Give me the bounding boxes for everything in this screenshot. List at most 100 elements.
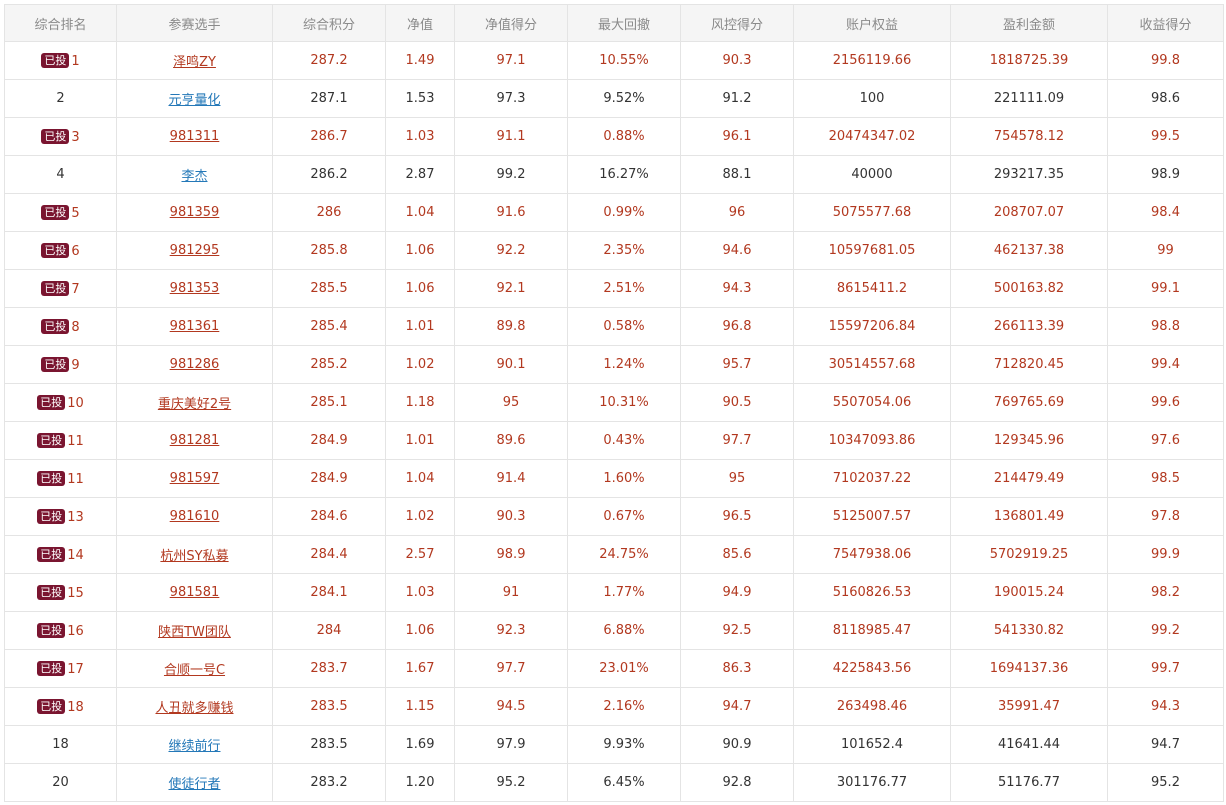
invested-badge: 已投: [37, 470, 66, 486]
header-risk-score[interactable]: 风控得分: [680, 4, 794, 42]
max-drawdown-cell: 0.88%: [567, 117, 681, 156]
player-link[interactable]: 合顺一号C: [163, 663, 226, 678]
risk-score-cell: 88.1: [680, 155, 794, 194]
return-score-cell: 98.5: [1107, 459, 1224, 498]
profit-cell: 769765.69: [950, 383, 1108, 422]
max-drawdown-cell: 2.35%: [567, 231, 681, 270]
player-cell: 杭州SY私募: [116, 535, 273, 574]
invested-badge: 已投: [37, 584, 66, 600]
profit-cell: 293217.35: [950, 155, 1108, 194]
table-row: 已投 9 981286 285.2 1.02 90.1 1.24% 95.7 30514557.…: [4, 345, 1224, 384]
header-max-drawdown[interactable]: 最大回撤: [567, 4, 681, 42]
rank-cell: 已投 11: [4, 421, 117, 460]
table-row: 已投 10 重庆美好2号 285.1 1.18 95 10.31% 90.5 5507054.0…: [4, 383, 1224, 422]
player-cell: 981610: [116, 497, 273, 536]
invested-badge: 已投: [37, 394, 66, 410]
nav-score-cell: 95: [454, 383, 568, 422]
table-row: 已投 7 981353 285.5 1.06 92.1 2.51% 94.3 8615411.2…: [4, 269, 1224, 308]
player-link[interactable]: 继续前行: [168, 739, 221, 754]
risk-score-cell: 94.3: [680, 269, 794, 308]
header-profit[interactable]: 盈利金额: [950, 4, 1108, 42]
player-link[interactable]: 重庆美好2号: [157, 397, 232, 412]
player-link[interactable]: 981581: [169, 585, 220, 600]
player-link[interactable]: 981286: [169, 357, 220, 372]
header-rank[interactable]: 综合排名: [4, 4, 117, 42]
score-cell: 287.2: [272, 41, 386, 80]
risk-score-cell: 95.7: [680, 345, 794, 384]
table-row: 2 元亨量化 287.1 1.53 97.3 9.52% 91.2 100 221111.09 9…: [4, 79, 1224, 118]
risk-score-cell: 94.9: [680, 573, 794, 612]
invested-badge: 已投: [37, 622, 66, 638]
nav-cell: 1.53: [385, 79, 455, 118]
nav-score-cell: 92.3: [454, 611, 568, 650]
header-nav-score[interactable]: 净值得分: [454, 4, 568, 42]
table-body: 已投 1 泽鸣ZY 287.2 1.49 97.1 10.55% 90.3 2156119.66…: [4, 41, 1224, 802]
nav-cell: 1.02: [385, 345, 455, 384]
rank-cell: 已投 6: [4, 231, 117, 270]
max-drawdown-cell: 10.55%: [567, 41, 681, 80]
nav-cell: 2.87: [385, 155, 455, 194]
player-cell: 元亨量化: [116, 79, 273, 118]
player-link[interactable]: 981610: [169, 509, 220, 524]
rank-value: 13: [67, 509, 84, 525]
profit-cell: 221111.09: [950, 79, 1108, 118]
player-cell: 981286: [116, 345, 273, 384]
rank-value: 18: [52, 737, 69, 752]
profit-cell: 214479.49: [950, 459, 1108, 498]
nav-score-cell: 89.8: [454, 307, 568, 346]
player-link[interactable]: 使徒行者: [168, 777, 221, 792]
profit-cell: 136801.49: [950, 497, 1108, 536]
header-nav[interactable]: 净值: [385, 4, 455, 42]
score-cell: 284.1: [272, 573, 386, 612]
profit-cell: 41641.44: [950, 725, 1108, 764]
player-link[interactable]: 981281: [169, 433, 220, 448]
score-cell: 286: [272, 193, 386, 232]
nav-score-cell: 94.5: [454, 687, 568, 726]
risk-score-cell: 85.6: [680, 535, 794, 574]
equity-cell: 15597206.84: [793, 307, 951, 346]
invested-badge: 已投: [37, 660, 66, 676]
score-cell: 285.2: [272, 345, 386, 384]
header-score[interactable]: 综合积分: [272, 4, 386, 42]
profit-cell: 266113.39: [950, 307, 1108, 346]
player-link[interactable]: 981311: [169, 129, 220, 144]
player-link[interactable]: 人丑就多赚钱: [155, 701, 234, 716]
player-link[interactable]: 李杰: [181, 169, 208, 184]
risk-score-cell: 92.5: [680, 611, 794, 650]
score-cell: 284.9: [272, 459, 386, 498]
table-row: 已投 16 陕西TW团队 284 1.06 92.3 6.88% 92.5 8118985.47…: [4, 611, 1224, 650]
invested-badge: 已投: [41, 128, 70, 144]
rank-cell: 已投 13: [4, 497, 117, 536]
score-cell: 283.5: [272, 725, 386, 764]
rank-cell: 已投 10: [4, 383, 117, 422]
return-score-cell: 98.9: [1107, 155, 1224, 194]
player-link[interactable]: 981597: [169, 471, 220, 486]
max-drawdown-cell: 0.99%: [567, 193, 681, 232]
header-return-score[interactable]: 收益得分: [1107, 4, 1224, 42]
player-link[interactable]: 陕西TW团队: [158, 625, 231, 640]
nav-cell: 1.69: [385, 725, 455, 764]
rank-cell: 已投 17: [4, 649, 117, 688]
risk-score-cell: 94.6: [680, 231, 794, 270]
nav-cell: 1.01: [385, 307, 455, 346]
invested-badge: 已投: [41, 204, 70, 220]
player-link[interactable]: 981361: [169, 319, 220, 334]
player-link[interactable]: 981359: [169, 205, 220, 220]
profit-cell: 1818725.39: [950, 41, 1108, 80]
player-link[interactable]: 981295: [169, 243, 220, 258]
rank-value: 2: [56, 91, 65, 106]
player-link[interactable]: 元亨量化: [168, 93, 221, 108]
equity-cell: 2156119.66: [793, 41, 951, 80]
player-link[interactable]: 981353: [169, 281, 220, 296]
header-player[interactable]: 参赛选手: [116, 4, 273, 42]
player-cell: 合顺一号C: [116, 649, 273, 688]
max-drawdown-cell: 6.45%: [567, 763, 681, 802]
equity-cell: 10597681.05: [793, 231, 951, 270]
player-link[interactable]: 泽鸣ZY: [173, 55, 216, 70]
header-equity[interactable]: 账户权益: [793, 4, 951, 42]
profit-cell: 1694137.36: [950, 649, 1108, 688]
score-cell: 287.1: [272, 79, 386, 118]
rank-value: 10: [67, 395, 84, 411]
player-link[interactable]: 杭州SY私募: [160, 549, 229, 564]
equity-cell: 7547938.06: [793, 535, 951, 574]
